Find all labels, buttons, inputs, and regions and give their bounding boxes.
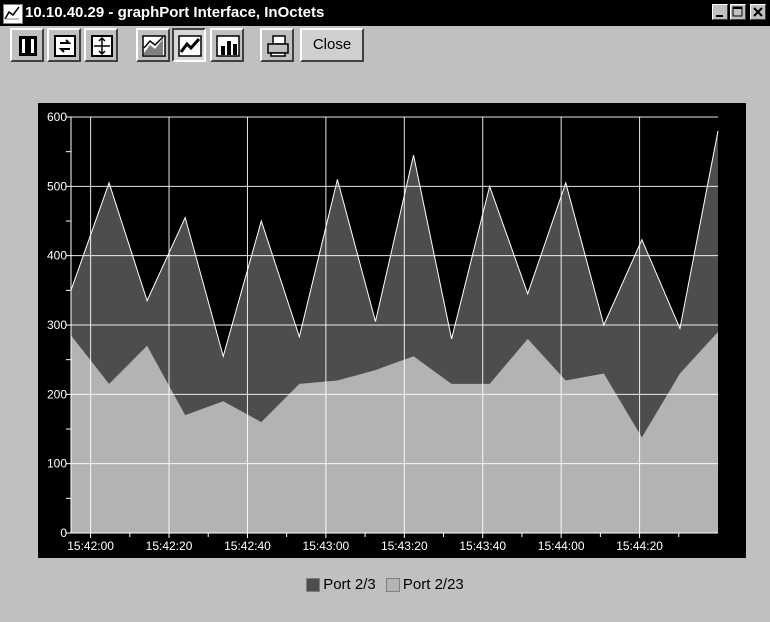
close-icon — [753, 7, 763, 17]
y-tick-label: 400 — [47, 249, 67, 263]
x-tick-label: 15:43:00 — [303, 539, 350, 553]
series-outline — [70, 130, 719, 359]
x-tick-label: 15:44:00 — [538, 539, 585, 553]
title-bar: 10.10.40.29 - graphPort Interface, InOct… — [0, 0, 770, 26]
y-tick-label: 100 — [47, 457, 67, 471]
graph-app-icon — [3, 4, 23, 24]
interface-chart: 15:42:00 15:42:20 15:42:40 15:43:00 15:43:20… — [47, 110, 719, 553]
chart-panel: 15:42:00 15:42:20 15:42:40 15:43:00 15:43:20… — [38, 103, 746, 558]
legend-label-port-2-23: Port 2/23 — [402, 576, 464, 593]
x-tick-label: 15:43:40 — [459, 539, 506, 553]
minimize-button[interactable] — [712, 4, 728, 20]
stop-button[interactable] — [10, 28, 44, 62]
y-tick-label: 0 — [60, 526, 67, 540]
line-chart-icon — [178, 35, 202, 57]
area-chart-button[interactable] — [136, 28, 170, 62]
area-chart-icon — [142, 35, 166, 57]
close-button[interactable]: Close — [300, 28, 364, 62]
refresh-button[interactable] — [47, 28, 81, 62]
printer-icon — [267, 35, 289, 57]
line-chart-button[interactable] — [172, 28, 206, 62]
maximize-button[interactable] — [730, 4, 746, 20]
close-window-button[interactable] — [750, 4, 766, 20]
y-tick-label: 300 — [47, 318, 67, 332]
x-tick-label: 15:42:20 — [146, 539, 193, 553]
x-tick-label: 15:42:40 — [224, 539, 271, 553]
bar-chart-button[interactable] — [210, 28, 244, 62]
legend: Port 2/3 Port 2/23 — [0, 576, 770, 598]
minimize-icon — [716, 15, 723, 17]
x-tick-label: 15:42:00 — [67, 539, 114, 553]
print-button[interactable] — [260, 28, 294, 62]
resize-button[interactable] — [84, 28, 118, 62]
bar-chart-icon — [216, 35, 240, 57]
stop-icon — [19, 36, 37, 56]
refresh-icon — [54, 35, 76, 57]
legend-label-port-2-3: Port 2/3 — [323, 576, 376, 593]
window-title: 10.10.40.29 - graphPort Interface, InOct… — [25, 4, 325, 21]
legend-swatch-port-2-23 — [385, 577, 400, 592]
legend-item-port-2-23: Port 2/23 — [385, 576, 464, 593]
y-tick-label: 200 — [47, 387, 67, 401]
legend-item-port-2-3: Port 2/3 — [306, 576, 376, 593]
x-tick-label: 15:44:20 — [616, 539, 663, 553]
x-tick-label: 15:43:20 — [381, 539, 428, 553]
y-tick-label: 600 — [47, 110, 67, 124]
y-tick-label: 500 — [47, 179, 67, 193]
area-series-port-2-23 — [71, 331, 718, 533]
resize-icon — [91, 35, 113, 57]
maximize-icon — [732, 6, 743, 17]
legend-swatch-port-2-3 — [306, 577, 321, 592]
